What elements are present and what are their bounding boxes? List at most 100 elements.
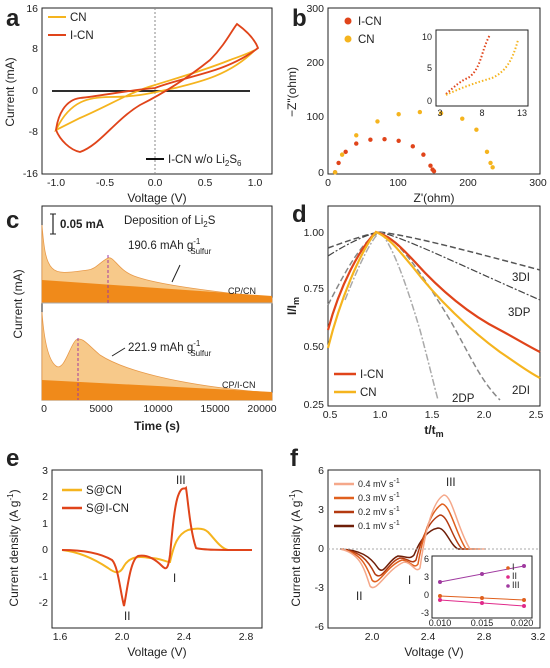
peak-II-label: II — [356, 591, 362, 603]
scatter-point — [417, 109, 423, 115]
xtick: -0.5 — [96, 177, 114, 189]
panel-a-icn-series — [55, 22, 260, 153]
panel-d-xlabel-sub: m — [436, 429, 444, 439]
legend-sup: -1 — [394, 520, 400, 527]
inset-legend-III: III — [512, 580, 520, 590]
inset-ytick: 0 — [424, 590, 429, 600]
cap-cn: 190.6 mAh g — [128, 240, 193, 252]
panel-b: b I-CN CN 10 5 0 3 8 13 300 — [285, 3, 547, 205]
peak-III-label: III — [176, 475, 186, 487]
panel-e-xlabel: Voltage (V) — [127, 645, 186, 659]
panel-c-title-tail: S — [208, 215, 216, 227]
scatter-point — [368, 137, 373, 142]
panel-d-xticks: 0.5 1.0 1.5 2.0 2.5 — [323, 409, 544, 421]
cap-cn-sup: -1 — [193, 237, 201, 246]
panel-e-xticks: 1.6 2.0 2.4 2.8 — [53, 631, 254, 643]
panel-c-icn-area-dark — [42, 380, 272, 400]
panel-d-ylabel: I/I — [285, 305, 299, 315]
legend-0.3: 0.3 mV s — [358, 493, 394, 503]
ytick: 0 — [42, 544, 48, 556]
inset-xtick: 0.015 — [471, 618, 494, 628]
svg-text:0.2 mV s-1: 0.2 mV s-1 — [358, 506, 400, 517]
xtick: 0 — [325, 177, 331, 189]
inset-II-point — [522, 604, 526, 608]
xtick: 1.6 — [53, 631, 68, 643]
peak-I-label: I — [173, 573, 176, 585]
inset-ytick: 6 — [424, 554, 429, 564]
legend-sup: -1 — [394, 506, 400, 513]
panel-e-yticks: 3 2 1 0 -1 -2 — [39, 465, 49, 609]
panel-a-ylabel: Current (mA) — [3, 57, 17, 126]
model-2di-label: 2DI — [512, 385, 530, 397]
legend-sup: -1 — [394, 478, 400, 485]
panel-a-yticks: 16 8 0 -8 -16 — [23, 3, 38, 180]
panel-c-title-sub: 2 — [203, 220, 208, 229]
svg-text:Current density (A g-1): Current density (A g-1) — [288, 489, 303, 606]
panel-d-label: d — [292, 201, 307, 228]
inset-ytick: -3 — [421, 608, 429, 618]
xtick: 3.2 — [531, 631, 546, 643]
panel-a-legend: CN I-CN — [48, 12, 94, 42]
xtick: 15000 — [200, 403, 229, 415]
panel-e-label: e — [6, 445, 19, 472]
panel-b-xlabel: Z'(ohm) — [414, 191, 455, 205]
panel-f-ylabel: Current density (A g — [289, 501, 303, 607]
scatter-point — [421, 152, 426, 157]
legend-cn: CN — [70, 12, 87, 24]
cap-icn-sup: -1 — [193, 339, 201, 348]
inset-ytick: 10 — [422, 32, 432, 42]
panel-f-ylabel-sup: -1 — [288, 493, 297, 501]
ytick: 0 — [32, 85, 38, 97]
xtick: 300 — [529, 177, 547, 189]
peak-II-label: II — [124, 611, 130, 623]
inset-xtick: 0.010 — [429, 618, 452, 628]
legend-cn: CN — [360, 387, 377, 399]
ytick: -6 — [315, 621, 324, 633]
legend-icn: I-CN — [358, 16, 382, 28]
xtick: 1.0 — [373, 409, 388, 421]
panel-e-ylabel-sup: -1 — [6, 493, 15, 501]
panel-d-cn-series — [326, 230, 541, 379]
scatter-point — [332, 170, 338, 175]
panel-a-xticks: -1.0 -0.5 0.0 0.5 1.0 — [47, 177, 262, 189]
panel-c-scalebar: 0.05 mA — [50, 213, 104, 235]
svg-text:Current density (A g-1): Current density (A g-1) — [6, 489, 21, 606]
scatter-point — [375, 119, 380, 124]
ytick: 200 — [306, 57, 324, 69]
panel-d-ylabel-sub: m — [291, 297, 301, 305]
panel-d-legend: I-CN CN — [334, 369, 384, 399]
scatter-point — [343, 149, 348, 155]
panel-f-legend: 0.4 mV s-1 0.3 mV s-1 0.2 mV s-1 0.1 mV … — [334, 478, 400, 531]
inset-III-point — [480, 572, 484, 576]
ytick: -16 — [23, 168, 38, 180]
model-3dp-label: 3DP — [508, 307, 531, 319]
panel-a-frame — [41, 7, 273, 175]
ytick: -1 — [39, 571, 48, 583]
panel-b-frame — [327, 7, 541, 175]
peak-III-label: III — [446, 477, 456, 489]
xtick: -1.0 — [47, 177, 65, 189]
xtick: 2.0 — [365, 631, 380, 643]
scatter-point — [382, 136, 387, 142]
model-3di-label: 3DI — [512, 272, 530, 284]
scatter-point — [396, 138, 401, 143]
panel-b-label: b — [292, 5, 307, 32]
ytick: 1.00 — [304, 227, 325, 239]
panel-d-3dp-model — [327, 231, 541, 301]
panel-c-cn-area-dark — [42, 280, 272, 303]
scatter-point — [396, 112, 401, 117]
inset-legend-I: I — [512, 562, 515, 572]
scatter-point — [339, 152, 345, 157]
model-2dp-label: 2DP — [452, 393, 475, 405]
panel-c-ylabel: Current (mA) — [11, 269, 25, 338]
xtick: 1.0 — [248, 177, 263, 189]
svg-text:0.3 mV s-1: 0.3 mV s-1 — [358, 492, 400, 503]
panel-f-0.1-series — [339, 527, 470, 571]
svg-text:Deposition of Li2S: Deposition of Li2S — [124, 215, 216, 229]
inset-ytick: 0 — [427, 96, 432, 106]
inset-III-point — [522, 564, 526, 568]
panel-b-legend: I-CN CN — [344, 16, 382, 46]
ytick: 0.50 — [304, 341, 325, 353]
ytick: 3 — [318, 504, 324, 516]
panel-a-label: a — [6, 5, 20, 32]
